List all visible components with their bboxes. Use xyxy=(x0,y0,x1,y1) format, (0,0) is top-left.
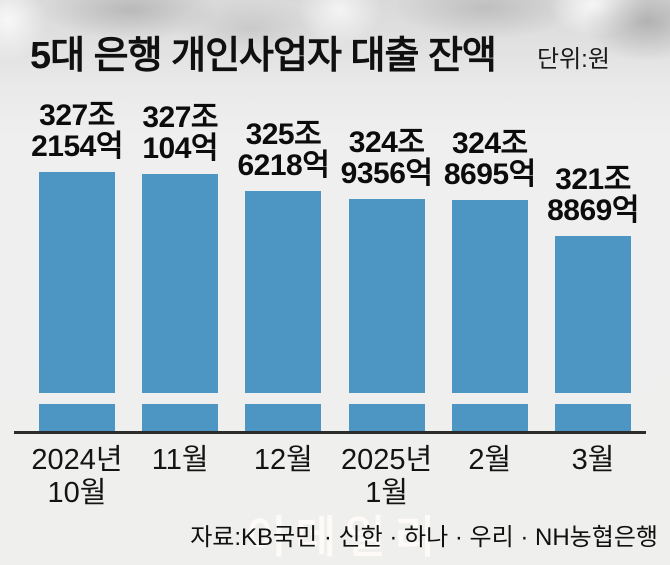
bar-segment-upper xyxy=(39,172,115,393)
bar-segment-upper xyxy=(451,200,528,393)
x-axis-label: 2월 xyxy=(468,444,512,476)
bar-value-label: 327조 2154억 xyxy=(31,99,123,163)
bar-segment-upper xyxy=(142,174,219,393)
bar-group: 325조 6218억 12월 xyxy=(231,0,335,565)
x-axis-label: 11월 xyxy=(151,444,209,476)
bar-segment-lower xyxy=(348,404,425,431)
bar-value-label: 321조 8869억 xyxy=(547,163,639,227)
bar-segment-lower xyxy=(142,404,219,431)
unit-label: 단위:원 xyxy=(537,46,610,73)
bar-segment-upper xyxy=(555,236,631,393)
bar-group: 321조 8869억 3월 xyxy=(541,0,645,565)
bar-segment-lower xyxy=(39,404,115,431)
bar-value-label: 327조 104억 xyxy=(142,101,219,165)
bar-segment-lower xyxy=(245,404,322,431)
bar-group: 327조 104억 11월 xyxy=(128,0,232,565)
x-axis-label: 2025년 1월 xyxy=(340,444,433,509)
bar-segment-lower xyxy=(451,404,528,431)
bar-segment-lower xyxy=(555,404,631,431)
bar-group: 324조 8695억 2월 xyxy=(438,0,542,565)
x-axis-label: 12월 xyxy=(253,444,313,476)
bar-segment-upper xyxy=(245,191,322,393)
x-axis-line xyxy=(14,431,646,434)
bar-segment-upper xyxy=(348,199,425,393)
bar-group: 324조 9356억 2025년 1월 xyxy=(335,0,439,565)
x-axis-label: 2024년 10월 xyxy=(31,444,123,509)
bar-value-label: 324조 9356억 xyxy=(340,126,433,190)
source-text: 자료:KB국민 · 신한 · 하나 · 우리 · NH농협은행 xyxy=(190,524,658,551)
bar-group: 327조 2154억 2024년 10월 xyxy=(25,0,129,565)
x-axis-label: 3월 xyxy=(571,444,615,476)
chart-title: 5대 은행 개인사업자 대출 잔액 xyxy=(30,35,497,77)
bar-value-label: 325조 6218억 xyxy=(237,118,330,182)
bar-value-label: 324조 8695억 xyxy=(443,127,536,191)
